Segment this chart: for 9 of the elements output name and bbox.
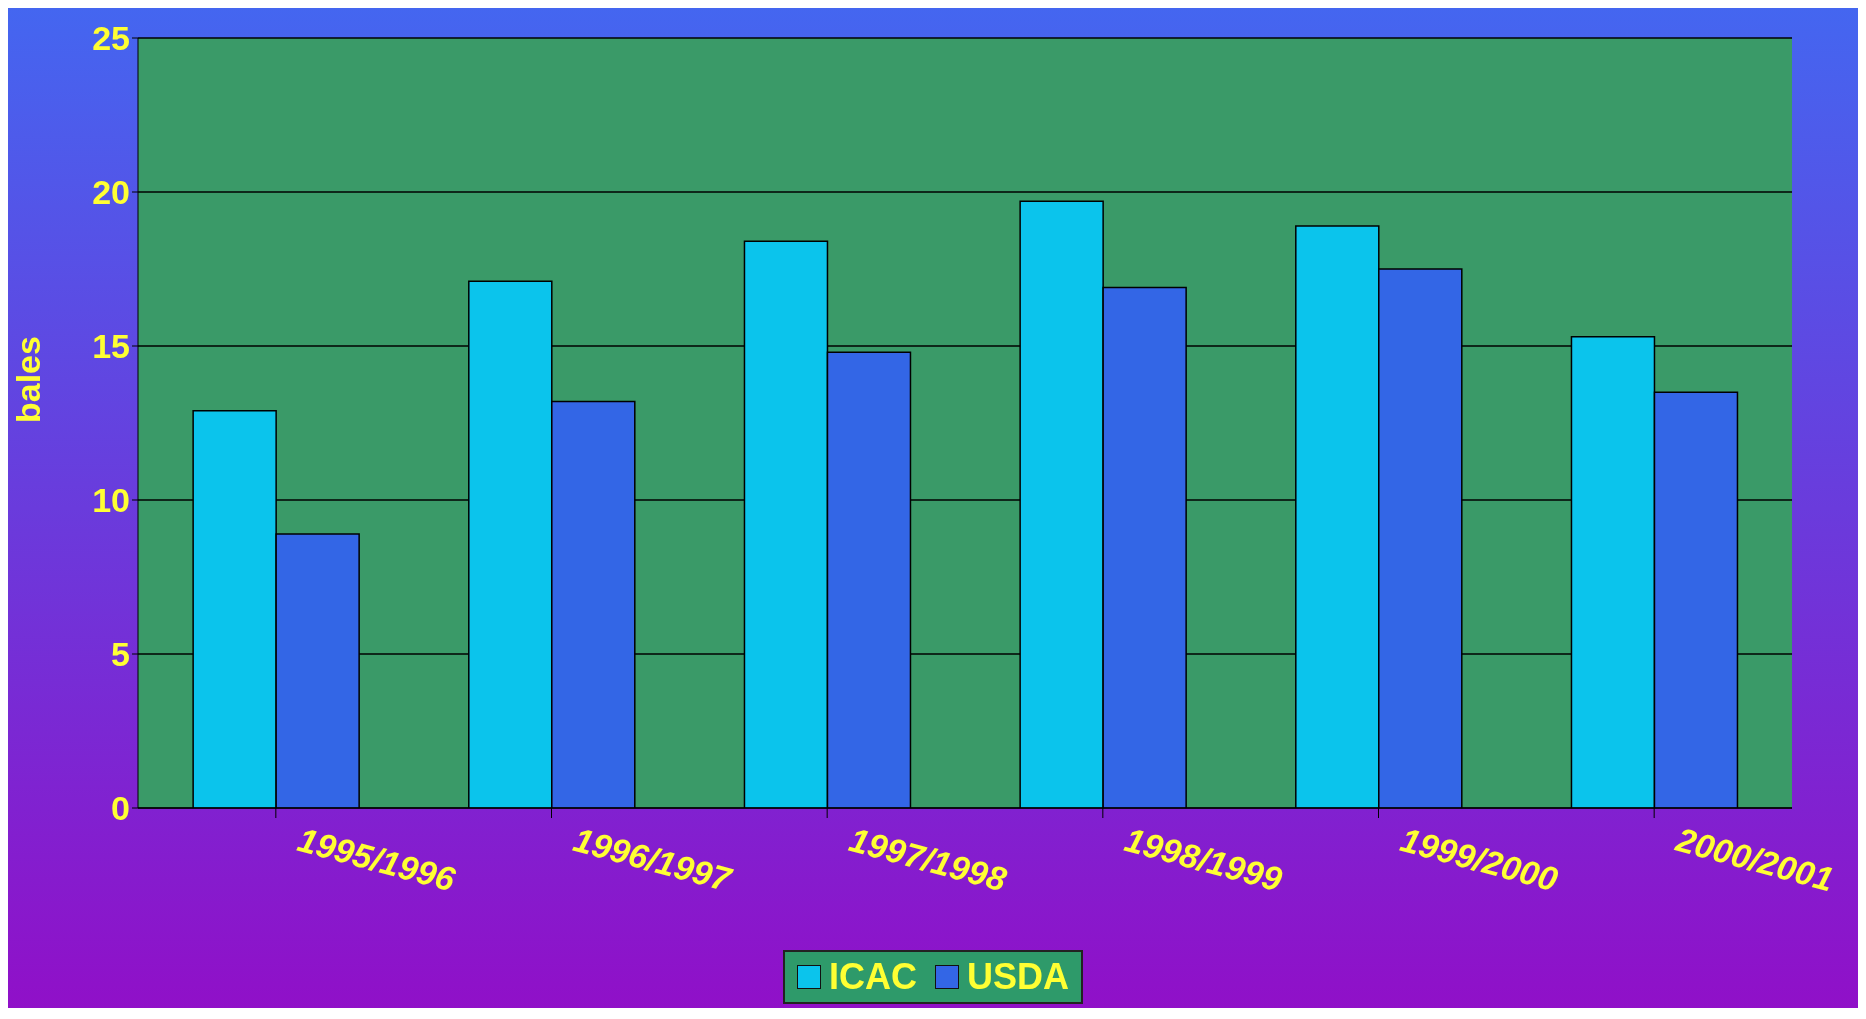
legend-label: USDA: [966, 956, 1069, 998]
y-tick-label: 20: [92, 173, 130, 212]
y-tick-label: 10: [92, 481, 130, 520]
y-tick-label: 25: [92, 19, 130, 58]
legend-label: ICAC: [828, 956, 917, 998]
y-tick-label: 15: [92, 327, 130, 366]
y-tick-label: 5: [111, 635, 130, 674]
y-axis-title: bales: [9, 336, 48, 423]
y-tick-label: 0: [111, 789, 130, 828]
